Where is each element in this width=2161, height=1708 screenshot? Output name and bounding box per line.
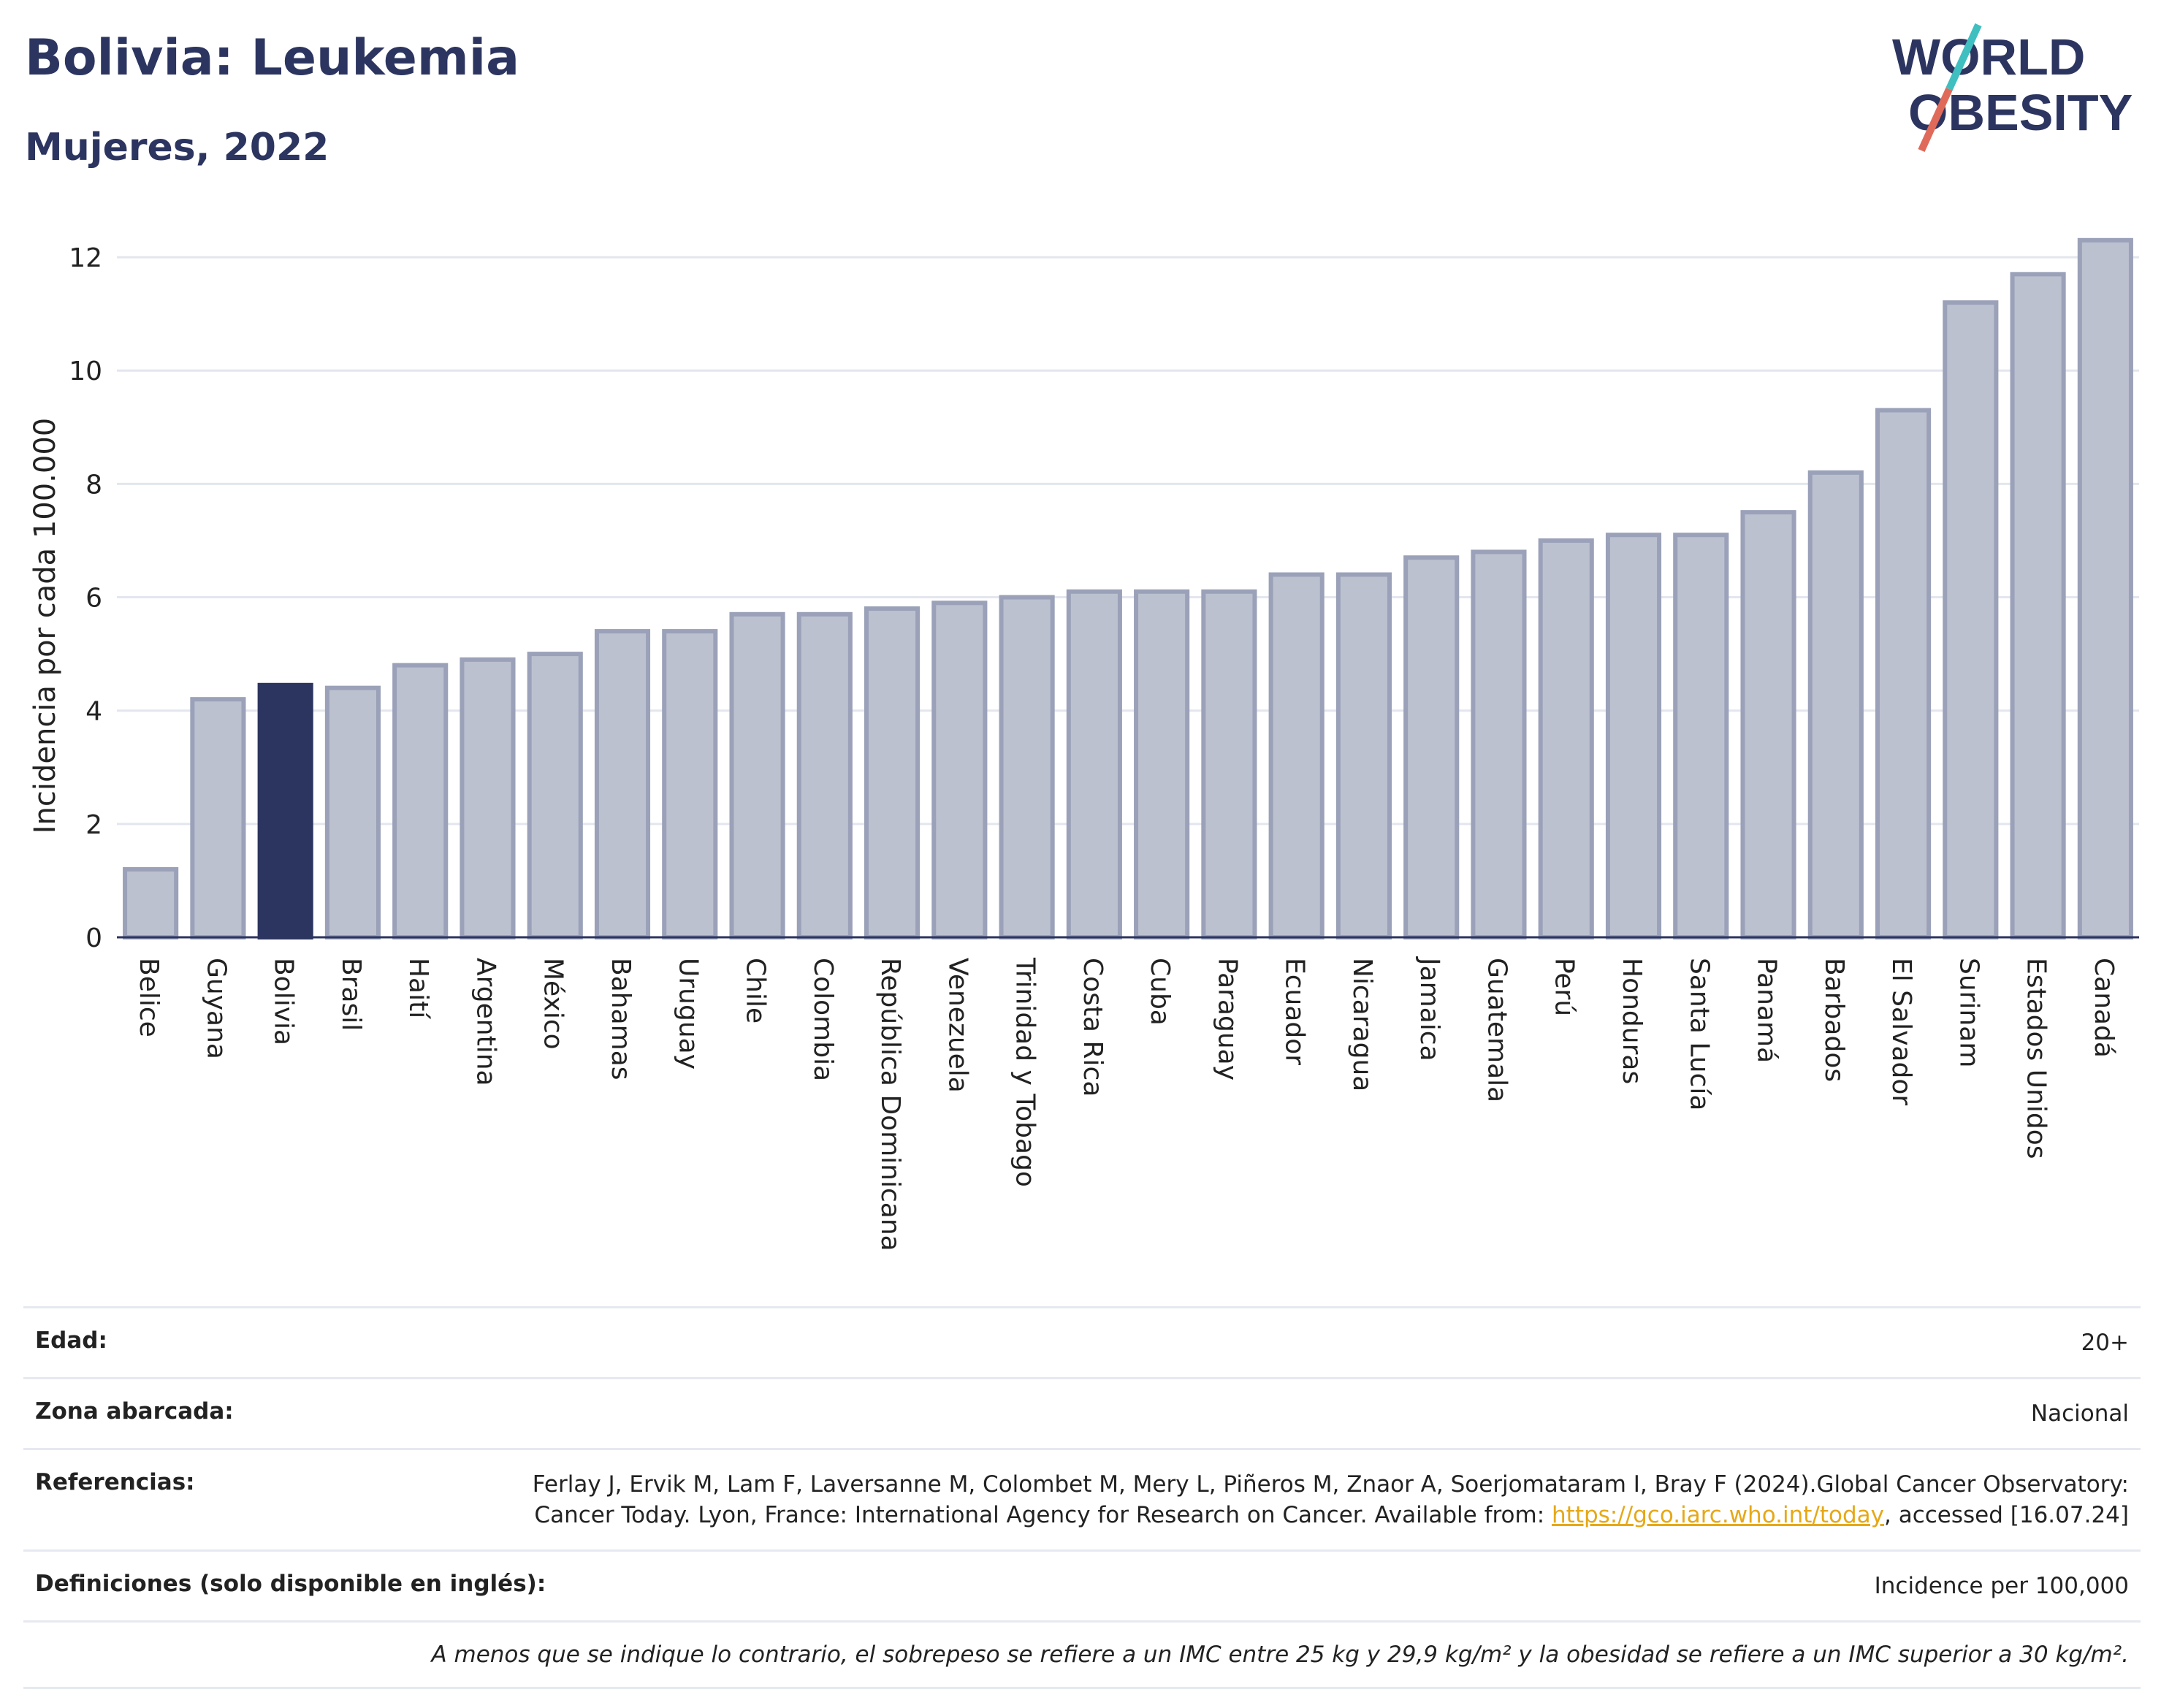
bar-estados-unidos <box>2010 272 2066 939</box>
references-row: Referencias: Ferlay J, Ervik M, Lam F, L… <box>23 1448 2141 1549</box>
y-tick-label: 4 <box>85 697 102 727</box>
bar-belice <box>123 866 179 939</box>
x-tick-label: Honduras <box>1617 958 1647 1084</box>
bar-nicaragua <box>1335 572 1392 939</box>
bar-haití <box>392 663 449 939</box>
bar-guatemala <box>1471 549 1527 939</box>
definitions-value: Incidence per 100,000 <box>1874 1573 2129 1599</box>
bar-bolivia <box>257 682 313 939</box>
x-tick-label: Bahamas <box>606 958 636 1080</box>
x-tick-label: Jamaica <box>1414 956 1444 1061</box>
bar-república-dominicana <box>864 606 921 939</box>
x-tick-label: Argentina <box>470 958 500 1086</box>
x-tick-label: Canadá <box>2089 958 2119 1058</box>
bar-paraguay <box>1201 589 1257 939</box>
y-tick-label: 6 <box>85 584 102 614</box>
references-tail: , accessed [16.07.24] <box>1883 1502 2129 1528</box>
bar-chile <box>729 611 785 939</box>
definitions-row: Definiciones (solo disponible en inglés)… <box>23 1549 2141 1620</box>
chart-subtitle: Mujeres, 2022 <box>25 126 329 169</box>
bar-argentina <box>460 657 516 939</box>
x-tick-label: Haití <box>403 958 433 1019</box>
x-tick-label: Panamá <box>1752 958 1782 1063</box>
bar-el-salvador <box>1875 408 1932 939</box>
x-tick-label: Santa Lucía <box>1684 958 1714 1110</box>
references-value: Ferlay J, Ervik M, Lam F, Laversanne M, … <box>522 1469 2129 1530</box>
bar-bahamas <box>594 629 651 939</box>
references-label: Referencias: <box>35 1469 195 1495</box>
note-row: A menos que se indique lo contrario, el … <box>23 1620 2141 1689</box>
y-tick-label: 0 <box>85 923 102 953</box>
x-tick-label: Uruguay <box>673 958 703 1070</box>
x-tick-label: Colombia <box>808 958 838 1081</box>
age-row: Edad: 20+ <box>23 1306 2141 1377</box>
bar-panamá <box>1740 510 1796 939</box>
bars <box>123 237 2133 939</box>
logo-line-1: WORLD <box>1892 28 2085 85</box>
bar-ecuador <box>1268 572 1325 939</box>
x-tick-label: Guatemala <box>1482 958 1512 1102</box>
x-tick-label: Venezuela <box>942 958 972 1093</box>
bar-canadá <box>2077 237 2133 939</box>
zone-row: Zona abarcada: Nacional <box>23 1377 2141 1448</box>
x-tick-label: Brasil <box>336 958 366 1031</box>
x-tick-label: Barbados <box>1819 958 1849 1082</box>
bar-cuba <box>1134 589 1190 939</box>
bar-chart: 0 2 4 6 8 10 12 Belice Guyana Bolivia Brasil Haití… <box>28 237 2139 1251</box>
y-tick-label: 12 <box>69 243 102 273</box>
bar-uruguay <box>662 629 718 939</box>
x-tick-label: Bolivia <box>269 958 299 1045</box>
x-tick-label: Costa Rica <box>1078 958 1108 1097</box>
bar-costa-rica <box>1066 589 1122 939</box>
bar-barbados <box>1807 470 1864 939</box>
y-tick-label: 2 <box>85 810 102 840</box>
x-tick-label: Trinidad y Tobago <box>1010 957 1040 1187</box>
bar-jamaica <box>1403 555 1460 939</box>
y-tick-label: 8 <box>85 470 102 500</box>
x-tick-label: Ecuador <box>1280 958 1310 1065</box>
bar-surinam <box>1943 300 1999 939</box>
zone-label: Zona abarcada: <box>35 1398 234 1425</box>
bar-guyana <box>190 697 246 939</box>
bar-trinidad-y-tobago <box>999 595 1055 939</box>
bar-perú <box>1538 538 1594 939</box>
x-axis-labels: Belice Guyana Bolivia Brasil Haití Argentina M… <box>134 956 2119 1251</box>
chart-title: Bolivia: Leukemia <box>25 29 519 87</box>
x-tick-label: República Dominicana <box>875 958 905 1251</box>
x-tick-label: Chile <box>741 958 771 1023</box>
age-value: 20+ <box>2081 1330 2129 1356</box>
bar-venezuela <box>931 601 988 939</box>
x-tick-label: Belice <box>134 958 164 1037</box>
x-tick-label: Perú <box>1550 958 1579 1016</box>
x-tick-label: Paraguay <box>1212 958 1242 1080</box>
age-label: Edad: <box>35 1327 107 1354</box>
footnote: A menos que se indique lo contrario, el … <box>431 1642 2129 1668</box>
y-axis-ticks: 0 2 4 6 8 10 12 <box>69 243 102 953</box>
definitions-label: Definiciones (solo disponible en inglés)… <box>35 1571 546 1597</box>
x-tick-label: Guyana <box>201 958 231 1059</box>
gridlines <box>117 256 2139 826</box>
bar-honduras <box>1605 533 1662 939</box>
y-tick-label: 10 <box>69 357 102 386</box>
world-obesity-logo: WORLD OBESITY <box>1892 23 2133 153</box>
bar-méxico <box>527 652 583 939</box>
x-tick-label: Cuba <box>1145 958 1175 1026</box>
bar-brasil <box>324 685 381 939</box>
references-text: Ferlay J, Ervik M, Lam F, Laversanne M, … <box>532 1471 2129 1528</box>
y-axis-label: Incidencia por cada 100.000 <box>28 418 62 834</box>
bar-colombia <box>796 611 853 939</box>
metadata-table: Edad: 20+ Zona abarcada: Nacional Refere… <box>23 1306 2141 1689</box>
references-link[interactable]: https://gco.iarc.who.int/today <box>1552 1502 1884 1528</box>
x-tick-label: Nicaragua <box>1347 958 1377 1091</box>
x-tick-label: El Salvador <box>1886 958 1916 1105</box>
x-tick-label: Estados Unidos <box>2021 958 2051 1159</box>
x-tick-label: Surinam <box>1954 958 1983 1067</box>
bar-santa-lucía <box>1673 533 1729 939</box>
zone-value: Nacional <box>2030 1400 2129 1427</box>
x-tick-label: México <box>538 958 568 1050</box>
